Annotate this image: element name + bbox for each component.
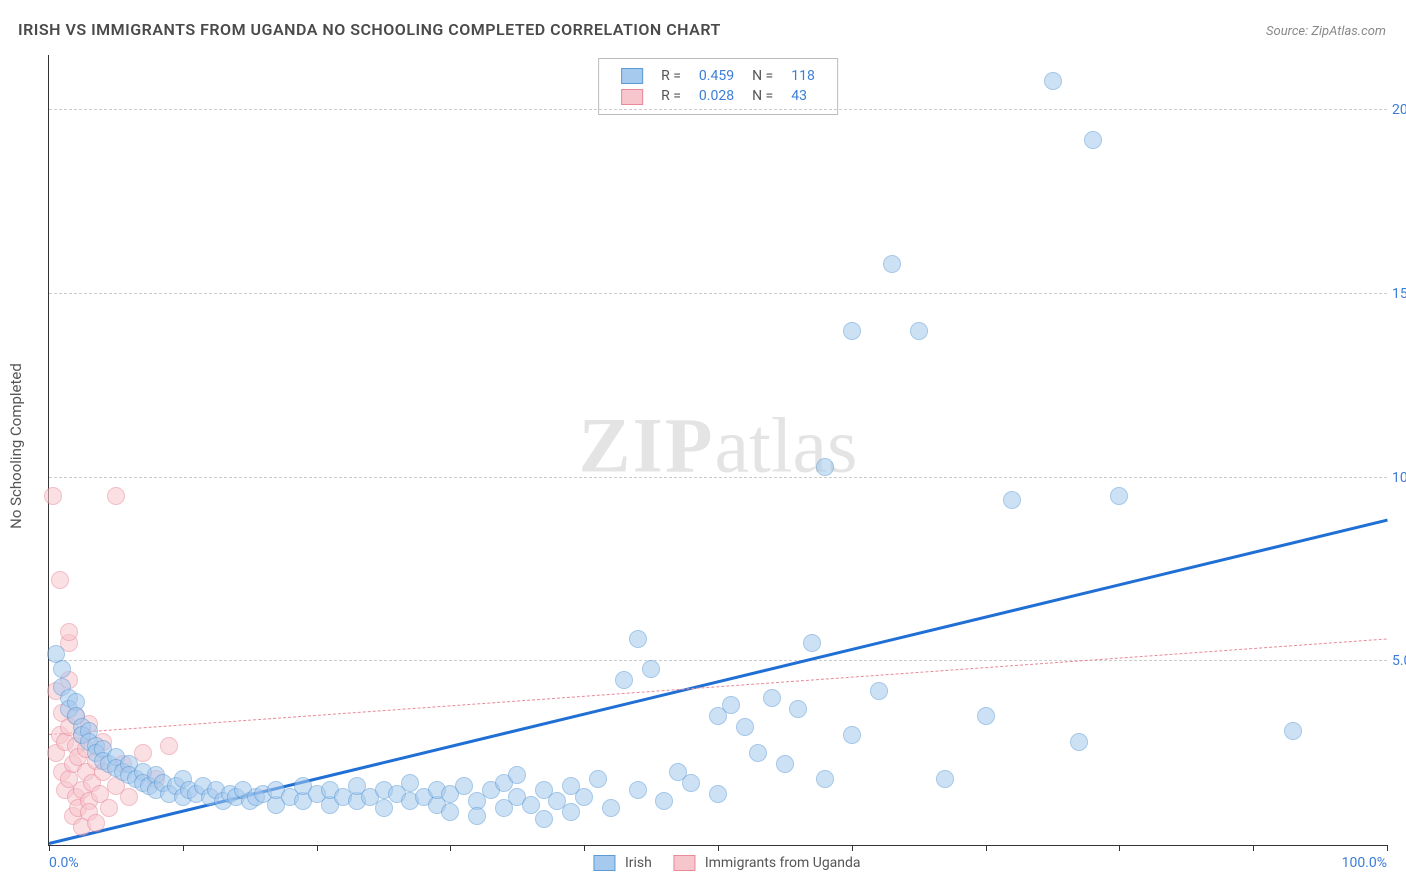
x-tick [317, 845, 318, 851]
data-point [535, 810, 553, 828]
data-point [44, 487, 62, 505]
plot-area: ZIPatlas R = 0.459 N = 118 R = 0.028 N =… [48, 55, 1387, 846]
data-point [375, 799, 393, 817]
data-point [1003, 491, 1021, 509]
data-point [100, 799, 118, 817]
y-tick-label: 5.0% [1392, 653, 1406, 669]
x-tick [450, 845, 451, 851]
swatch-uganda [621, 89, 643, 105]
x-tick [1119, 845, 1120, 851]
x-tick-label: 100.0% [1342, 855, 1387, 871]
x-tick [852, 845, 853, 851]
r-value-irish: 0.459 [691, 67, 742, 85]
x-tick [584, 845, 585, 851]
data-point [575, 788, 593, 806]
data-point [160, 737, 178, 755]
gridline [49, 293, 1387, 294]
data-point [87, 814, 105, 832]
data-point [682, 774, 700, 792]
data-point [1044, 72, 1062, 90]
data-point [522, 796, 540, 814]
y-tick-label: 20.0% [1392, 102, 1406, 118]
x-tick [183, 845, 184, 851]
data-point [1284, 722, 1302, 740]
data-point [883, 255, 901, 273]
gridline [49, 660, 1387, 661]
x-tick [49, 845, 50, 851]
data-point [910, 322, 928, 340]
n-value-irish: 118 [783, 67, 823, 85]
x-tick [1253, 845, 1254, 851]
data-point [107, 487, 125, 505]
data-point [722, 696, 740, 714]
y-tick-label: 10.0% [1392, 470, 1406, 486]
data-point [803, 634, 821, 652]
data-point [1084, 131, 1102, 149]
source-attribution: Source: ZipAtlas.com [1266, 24, 1386, 39]
data-point [589, 770, 607, 788]
data-point [816, 770, 834, 788]
data-point [1070, 733, 1088, 751]
legend-row-irish: R = 0.459 N = 118 [613, 67, 823, 85]
x-tick [986, 845, 987, 851]
data-point [763, 689, 781, 707]
data-point [1110, 487, 1128, 505]
swatch-uganda-bottom [673, 855, 695, 871]
chart-container: IRISH VS IMMIGRANTS FROM UGANDA NO SCHOO… [0, 0, 1406, 892]
x-tick [718, 845, 719, 851]
data-point [789, 700, 807, 718]
chart-title: IRISH VS IMMIGRANTS FROM UGANDA NO SCHOO… [18, 20, 721, 39]
data-point [602, 799, 620, 817]
data-point [508, 766, 526, 784]
legend-series: Irish Immigrants from Uganda [575, 855, 860, 871]
data-point [709, 785, 727, 803]
data-point [51, 571, 69, 589]
x-tick-label: 0.0% [49, 855, 79, 871]
y-axis-label: No Schooling Completed [7, 363, 25, 529]
data-point [843, 322, 861, 340]
data-point [655, 792, 673, 810]
data-point [870, 682, 888, 700]
data-point [642, 660, 660, 678]
data-point [977, 707, 995, 725]
x-tick [1387, 845, 1388, 851]
data-point [843, 726, 861, 744]
data-point [629, 781, 647, 799]
data-point [776, 755, 794, 773]
gridline [49, 477, 1387, 478]
data-point [736, 718, 754, 736]
data-point [749, 744, 767, 762]
data-point [401, 774, 419, 792]
data-point [468, 807, 486, 825]
swatch-irish-bottom [593, 855, 615, 871]
legend-label-uganda: Immigrants from Uganda [705, 855, 861, 871]
data-point [562, 803, 580, 821]
legend-label-irish: Irish [625, 855, 652, 871]
data-point [60, 623, 78, 641]
data-point [53, 660, 71, 678]
swatch-irish [621, 68, 643, 84]
gridline [49, 109, 1387, 110]
data-point [936, 770, 954, 788]
legend-stats: R = 0.459 N = 118 R = 0.028 N = 43 [598, 58, 838, 115]
data-point [441, 803, 459, 821]
n-value-uganda: 43 [783, 87, 823, 105]
data-point [455, 777, 473, 795]
data-point [615, 671, 633, 689]
data-point [120, 788, 138, 806]
data-point [816, 458, 834, 476]
data-point [629, 630, 647, 648]
y-tick-label: 15.0% [1392, 286, 1406, 302]
r-value-uganda: 0.028 [691, 87, 742, 105]
legend-row-uganda: R = 0.028 N = 43 [613, 87, 823, 105]
